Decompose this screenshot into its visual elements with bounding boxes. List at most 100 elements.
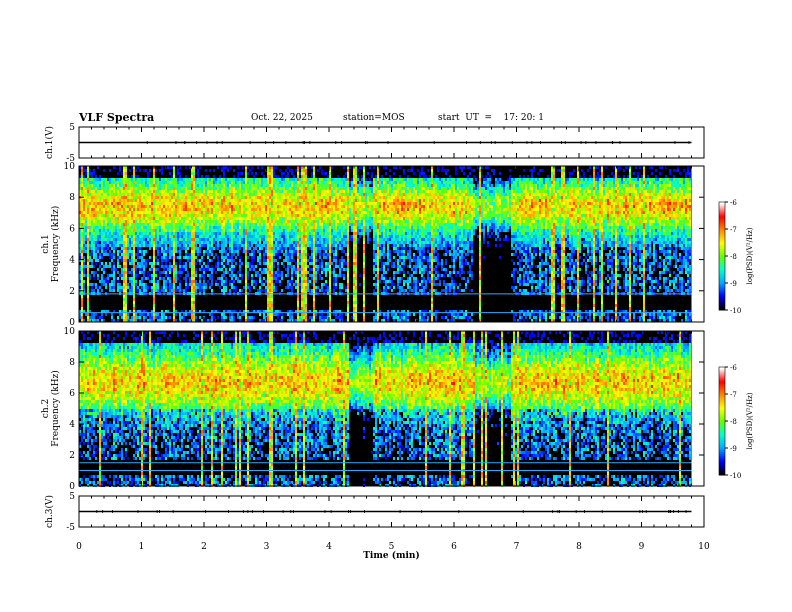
psd-cell: [171, 265, 173, 268]
psd-cell: [317, 214, 319, 217]
psd-cell: [185, 280, 187, 283]
psd-cell: [193, 205, 195, 208]
psd-cell: [215, 187, 217, 190]
psd-cell: [117, 241, 119, 244]
psd-cell: [149, 238, 151, 241]
psd-cell: [127, 238, 129, 241]
psd-cell: [209, 277, 211, 280]
psd-cell: [111, 280, 113, 283]
psd-cell: [245, 205, 247, 208]
psd-cell: [203, 223, 205, 226]
psd-cell: [327, 319, 329, 322]
psd-cell: [271, 172, 273, 175]
psd-cell: [285, 181, 287, 184]
psd-cell: [191, 223, 193, 226]
psd-cell: [329, 250, 331, 253]
psd-cell: [205, 175, 207, 178]
psd-cell: [259, 217, 261, 220]
psd-cell: [139, 256, 141, 259]
psd-cell: [281, 232, 283, 235]
psd-cell: [137, 166, 139, 169]
psd-cell: [217, 226, 219, 229]
psd-cell: [97, 193, 99, 196]
psd-cell: [193, 193, 195, 196]
psd-cell: [85, 172, 87, 175]
psd-cell: [217, 178, 219, 181]
psd-cell: [111, 253, 113, 256]
psd-cell: [165, 235, 167, 238]
psd-cell: [187, 202, 189, 205]
psd-cell: [91, 316, 93, 319]
psd-cell: [227, 241, 229, 244]
psd-cell: [155, 193, 157, 196]
psd-cell: [119, 199, 121, 202]
psd-cell: [81, 202, 83, 205]
psd-cell: [299, 190, 301, 193]
psd-cell: [287, 250, 289, 253]
psd-cell: [269, 268, 271, 271]
psd-cell: [101, 211, 103, 214]
psd-cell: [275, 202, 277, 205]
psd-cell: [271, 298, 273, 301]
psd-cell: [93, 208, 95, 211]
psd-cell: [217, 193, 219, 196]
psd-cell: [253, 205, 255, 208]
psd-cell: [283, 208, 285, 211]
psd-cell: [299, 220, 301, 223]
psd-cell: [285, 259, 287, 262]
psd-cell: [265, 310, 267, 313]
psd-cell: [235, 262, 237, 265]
psd-cell: [311, 244, 313, 247]
psd-cell: [301, 229, 303, 232]
psd-cell: [295, 313, 297, 316]
psd-cell: [235, 211, 237, 214]
psd-cell: [243, 211, 245, 214]
psd-cell: [179, 208, 181, 211]
psd-cell: [141, 244, 143, 247]
psd-cell: [187, 214, 189, 217]
psd-cell: [179, 253, 181, 256]
psd-cell: [123, 172, 125, 175]
psd-cell: [139, 178, 141, 181]
psd-cell: [205, 205, 207, 208]
psd-cell: [191, 286, 193, 289]
psd-cell: [299, 244, 301, 247]
psd-cell: [167, 247, 169, 250]
psd-cell: [193, 250, 195, 253]
psd-cell: [285, 211, 287, 214]
psd-cell: [325, 199, 327, 202]
psd-cell: [157, 289, 159, 292]
psd-cell: [163, 241, 165, 244]
psd-cell: [237, 199, 239, 202]
psd-cell: [169, 229, 171, 232]
psd-cell: [131, 235, 133, 238]
psd-cell: [179, 232, 181, 235]
psd-cell: [135, 208, 137, 211]
psd-cell: [229, 220, 231, 223]
psd-cell: [157, 238, 159, 241]
psd-cell: [143, 250, 145, 253]
psd-cell: [245, 169, 247, 172]
psd-cell: [95, 214, 97, 217]
psd-cell: [171, 166, 173, 169]
psd-cell: [297, 208, 299, 211]
psd-cell: [291, 232, 293, 235]
psd-cell: [167, 238, 169, 241]
psd-cell: [263, 190, 265, 193]
psd-cell: [153, 313, 155, 316]
psd-cell: [177, 181, 179, 184]
psd-cell: [187, 187, 189, 190]
psd-cell: [215, 265, 217, 268]
psd-cell: [115, 181, 117, 184]
psd-cell: [245, 247, 247, 250]
psd-cell: [125, 178, 127, 181]
psd-cell: [157, 283, 159, 286]
psd-cell: [241, 205, 243, 208]
psd-cell: [157, 253, 159, 256]
psd-cell: [197, 250, 199, 253]
psd-cell: [145, 259, 147, 262]
psd-cell: [261, 289, 263, 292]
psd-cell: [111, 316, 113, 319]
psd-cell: [243, 187, 245, 190]
psd-cell: [319, 214, 321, 217]
